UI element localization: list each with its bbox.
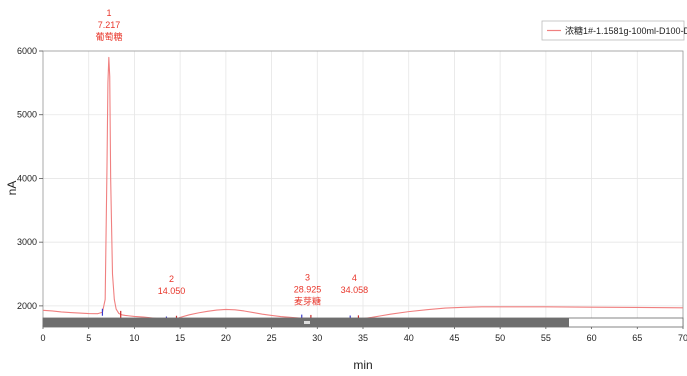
- x-tick-label: 30: [312, 333, 322, 343]
- x-tick-label: 25: [267, 333, 277, 343]
- x-tick-label: 15: [175, 333, 185, 343]
- x-tick-label: 35: [358, 333, 368, 343]
- legend-series-label: 浓糖1#-1.1581g-100ml-D100-D4: [565, 25, 687, 36]
- peak-label-text: 3: [305, 272, 310, 282]
- x-tick-label: 0: [40, 333, 45, 343]
- peak-label-text: 14.050: [158, 286, 186, 296]
- x-tick-label: 55: [541, 333, 551, 343]
- y-tick-label: 4000: [17, 173, 37, 183]
- axis-ticks: 0 5 10 15 20 25 30 35 40 45 50 55 60 65 70 2000 3000 4000…: [17, 46, 687, 343]
- y-tick-label: 2000: [17, 301, 37, 311]
- peak-label-text: 28.925: [294, 284, 322, 294]
- x-axis-title: min: [353, 358, 372, 372]
- x-tick-label: 20: [221, 333, 231, 343]
- peak-label-text: 葡萄糖: [95, 31, 122, 42]
- peak-label-text: 4: [352, 273, 357, 283]
- x-tick-label: 70: [678, 333, 687, 343]
- legend-box: [541, 20, 685, 41]
- x-tick-label: 10: [129, 333, 139, 343]
- x-tick-label: 40: [404, 333, 414, 343]
- y-axis-title: nA: [5, 181, 19, 196]
- y-tick-label: 6000: [17, 46, 37, 56]
- series-layer: [42, 56, 684, 321]
- peak-label-text: 1: [106, 8, 111, 18]
- series-line: [42, 56, 684, 321]
- x-tick-label: 65: [632, 333, 642, 343]
- peak-label-text: 2: [169, 274, 174, 284]
- peak-label-text: 麦芽糖: [294, 295, 321, 306]
- legend: 浓糖1#-1.1581g-100ml-D100-D4: [541, 20, 687, 41]
- scrollbar-grip: [304, 321, 310, 324]
- y-tick-label: 3000: [17, 237, 37, 247]
- x-tick-label: 50: [495, 333, 505, 343]
- peak-label-text: 34.058: [341, 285, 369, 295]
- y-tick-label: 5000: [17, 110, 37, 120]
- x-tick-label: 45: [449, 333, 459, 343]
- peak-label-text: 7.217: [98, 20, 121, 30]
- x-tick-label: 5: [86, 333, 91, 343]
- x-tick-label: 60: [587, 333, 597, 343]
